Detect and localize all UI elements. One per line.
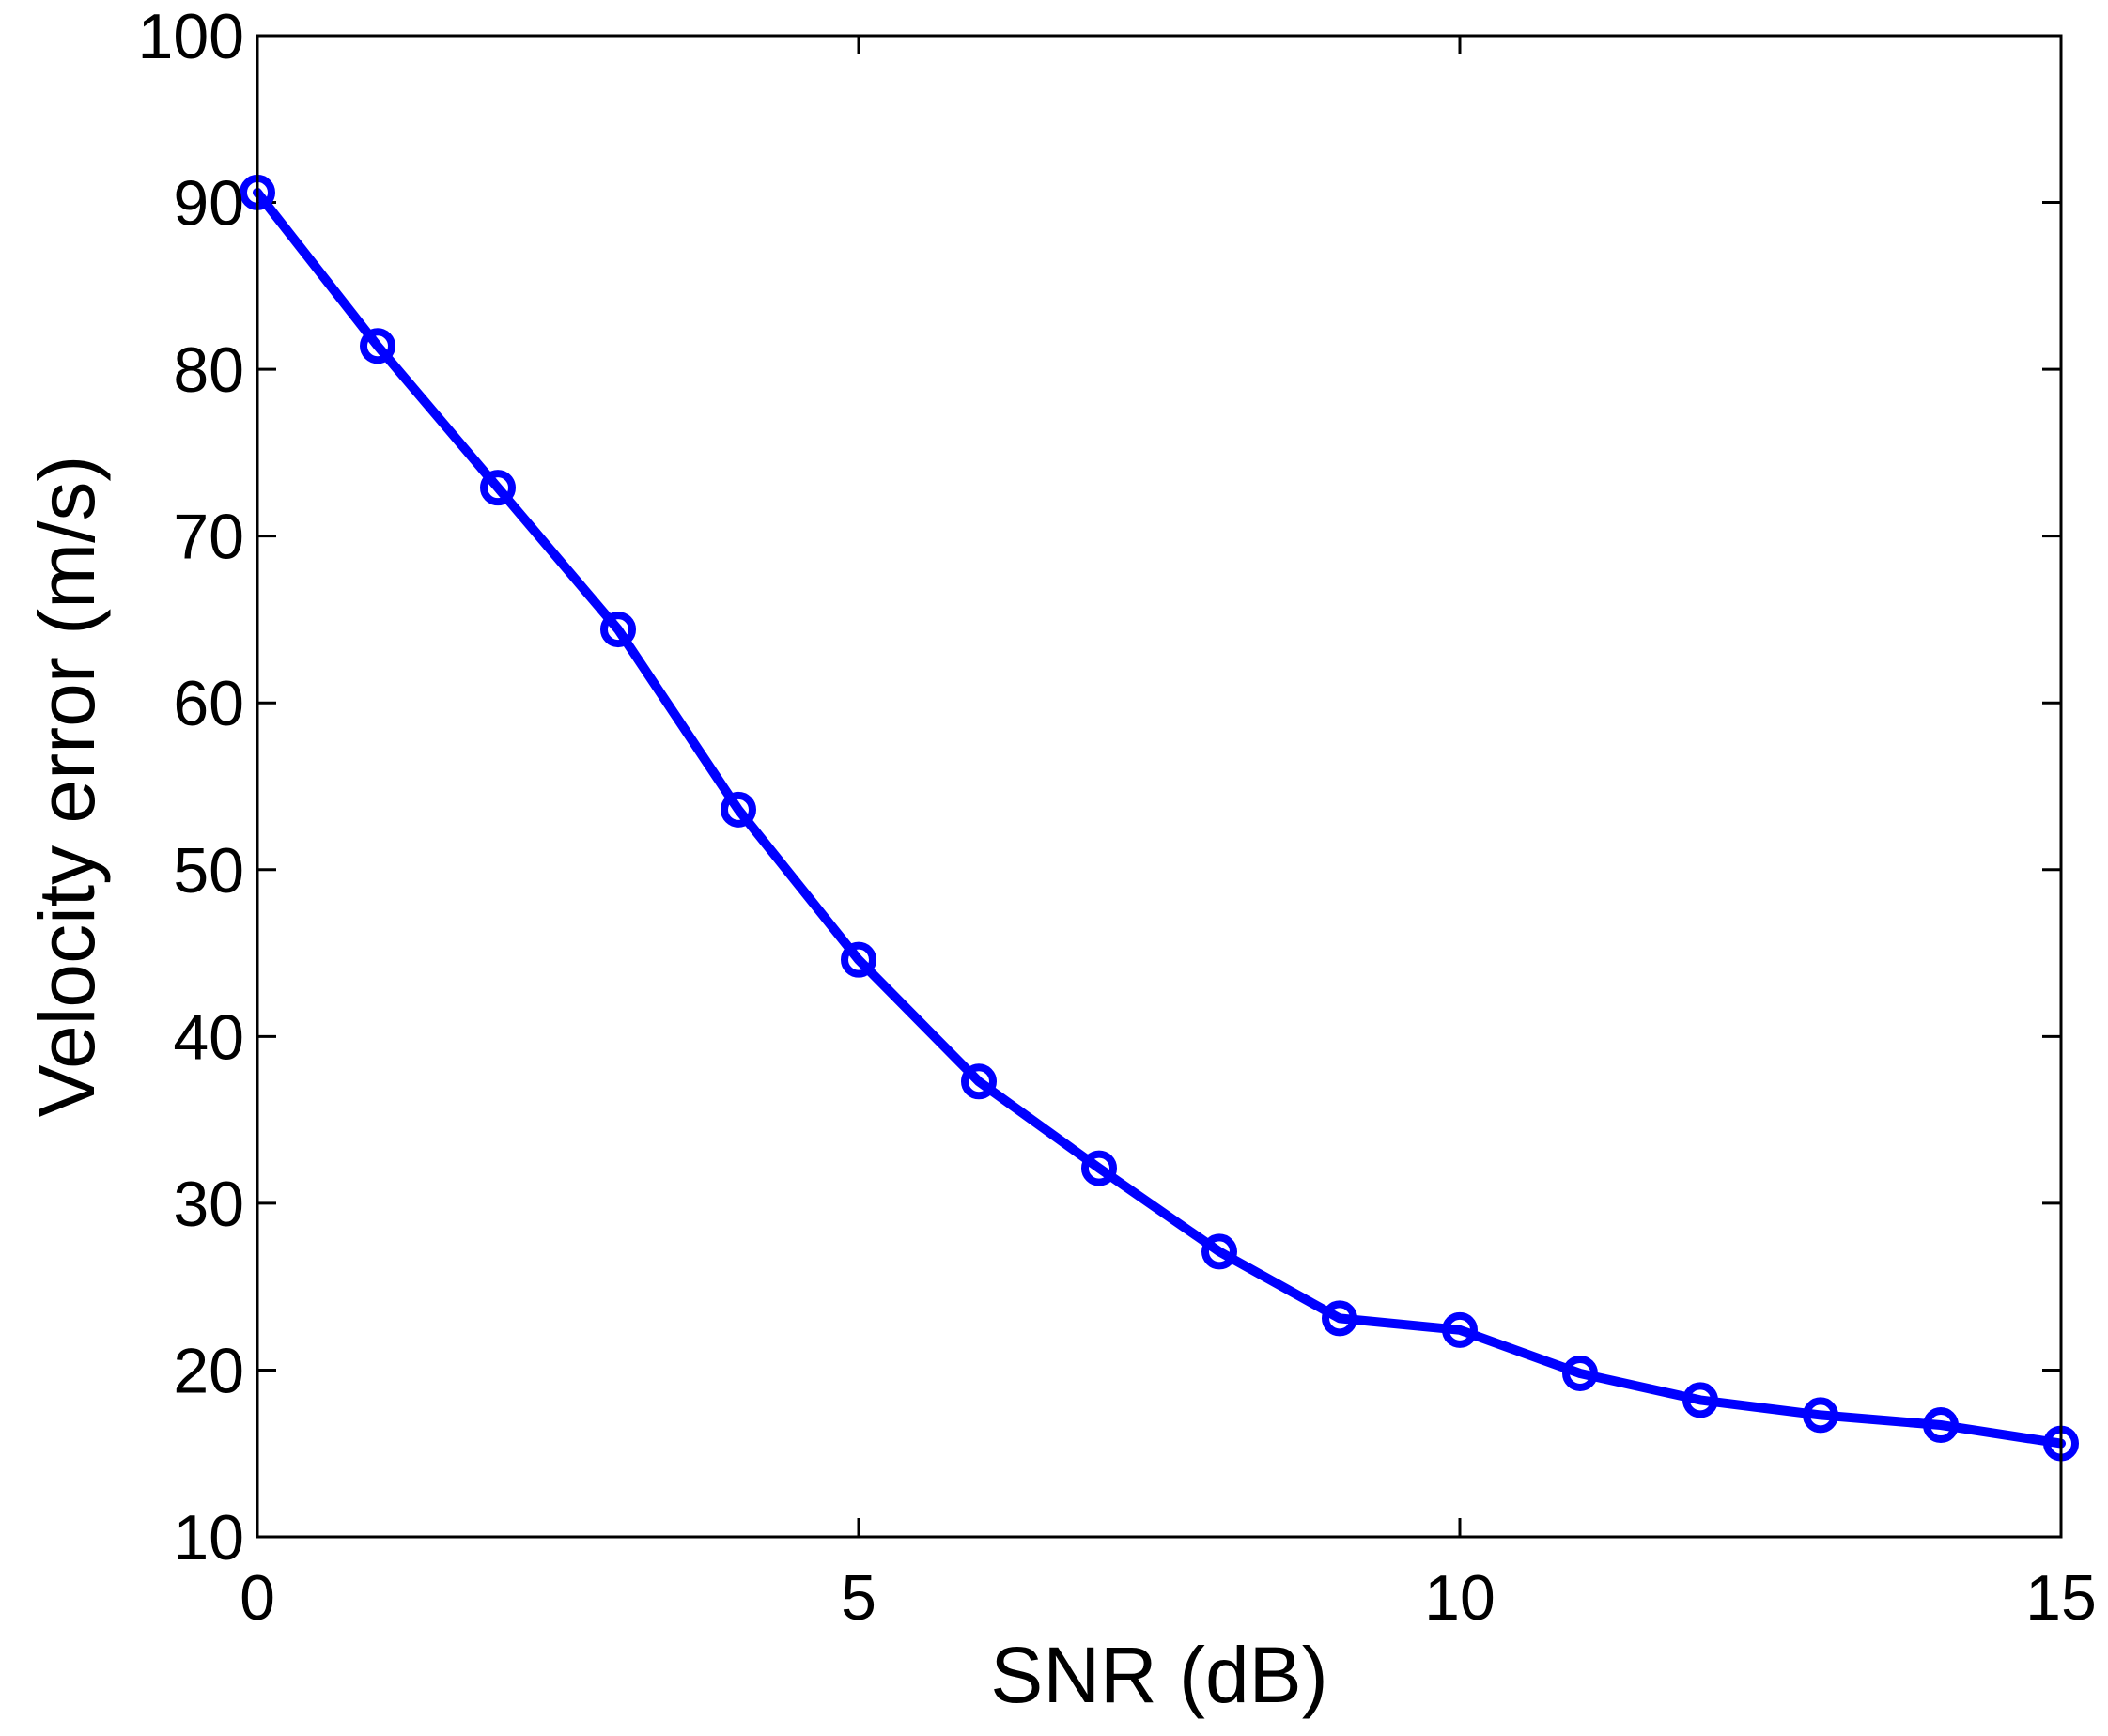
x-tick-label: 0	[240, 1562, 275, 1634]
y-tick-label: 50	[173, 835, 244, 907]
ticks-layer	[256, 34, 2063, 1539]
tick-labels-layer: 0 5 10 15 10 20 30 40 50 60 70 80 90 100	[138, 1, 2097, 1634]
y-tick-label: 80	[173, 334, 244, 406]
x-tick-label: 10	[1424, 1562, 1496, 1634]
y-tick-label: 100	[138, 1, 244, 72]
y-tick-label: 10	[173, 1502, 244, 1573]
data-point	[1081, 1150, 1117, 1186]
data-point	[1803, 1397, 1838, 1434]
data-point	[721, 791, 756, 828]
data-point	[1201, 1233, 1237, 1270]
series-line	[253, 187, 2066, 1449]
x-axis-label: SNR (dB)	[990, 1631, 1327, 1719]
series-layer	[240, 174, 2079, 1462]
data-point	[480, 470, 516, 506]
y-tick-label: 40	[173, 1001, 244, 1073]
data-point	[1442, 1311, 1478, 1348]
y-tick-label: 70	[173, 502, 244, 573]
y-tick-label: 90	[173, 168, 244, 240]
x-tick-label: 5	[841, 1562, 876, 1634]
data-point	[600, 612, 636, 648]
x-tick-label: 15	[2025, 1562, 2097, 1634]
data-point	[841, 941, 876, 978]
data-point	[360, 328, 395, 364]
data-point	[1562, 1355, 1598, 1391]
y-tick-label: 60	[173, 668, 244, 739]
y-axis-label: Velocity error (m/s)	[23, 456, 111, 1118]
y-tick-label: 30	[173, 1169, 244, 1240]
data-point	[961, 1063, 997, 1100]
data-point	[1682, 1382, 1718, 1418]
data-point	[1322, 1300, 1357, 1337]
y-tick-label: 20	[173, 1335, 244, 1406]
plot-frame	[256, 34, 2063, 1539]
data-point	[1923, 1407, 1959, 1444]
